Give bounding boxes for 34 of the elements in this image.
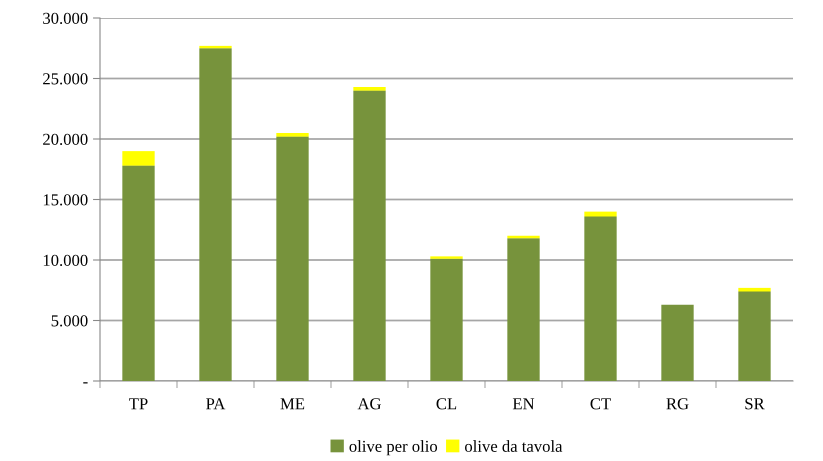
bar <box>738 288 771 292</box>
x-tick-label: TP <box>129 398 148 410</box>
y-tick-label: - <box>83 382 88 384</box>
x-tick-label: SR <box>745 398 765 410</box>
y-tick-label: 20.000 <box>43 134 88 146</box>
legend-label: olive per olio <box>349 440 438 456</box>
bar <box>584 216 617 381</box>
x-tick-label: AG <box>358 398 382 410</box>
bar <box>199 48 232 381</box>
x-tick-label: EN <box>512 398 534 410</box>
bar <box>353 90 386 381</box>
bar <box>507 238 540 381</box>
y-tick-label: 30.000 <box>43 12 88 24</box>
y-tick-label: 5.000 <box>52 315 88 327</box>
x-tick-label: PA <box>206 398 226 410</box>
bar <box>661 304 694 381</box>
x-tick-label: RG <box>666 398 689 410</box>
bar <box>584 212 617 216</box>
y-tick-label: 10.000 <box>44 254 88 266</box>
bar <box>122 166 155 381</box>
y-tick-label: 25.000 <box>43 73 88 85</box>
bar <box>199 46 232 48</box>
bar <box>430 258 463 381</box>
bar <box>276 136 309 381</box>
x-tick-label: CT <box>590 398 611 410</box>
bar <box>122 151 155 166</box>
legend-label: olive da tavola <box>465 440 562 452</box>
x-tick-label: CL <box>436 398 456 410</box>
bar <box>276 132 309 137</box>
y-tick-label: 15.000 <box>44 194 88 206</box>
bar <box>353 86 386 91</box>
bar <box>738 291 771 381</box>
x-tick-label: ME <box>280 398 304 410</box>
bar <box>430 256 463 259</box>
